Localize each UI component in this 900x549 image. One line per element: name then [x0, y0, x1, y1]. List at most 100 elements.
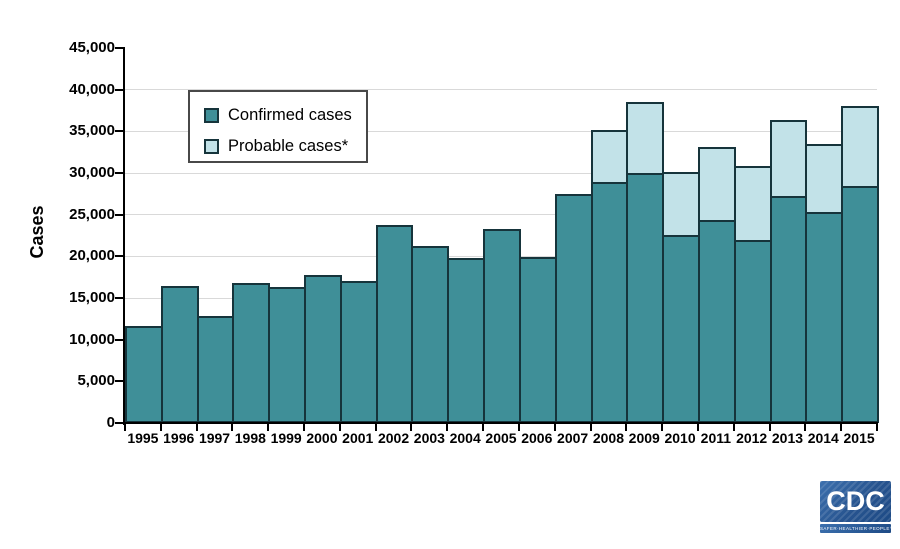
- x-tick-label-1999: 1999: [270, 430, 302, 446]
- x-tick-19: [804, 424, 807, 431]
- legend-label-1: Probable cases*: [228, 137, 349, 155]
- x-tick-label-1996: 1996: [163, 430, 195, 446]
- bar-2015-confirmed: [841, 185, 879, 423]
- legend-swatch-1: [204, 139, 219, 154]
- x-tick-15: [661, 424, 664, 431]
- bar-1998-confirmed: [232, 282, 271, 423]
- bar-2001-confirmed: [339, 281, 378, 423]
- x-tick-18: [768, 424, 771, 431]
- bar-2007-confirmed: [554, 194, 593, 423]
- x-tick-14: [625, 424, 628, 431]
- x-tick-6: [338, 424, 341, 431]
- bar-1997-confirmed: [196, 316, 235, 423]
- x-tick-label-2012: 2012: [736, 430, 768, 446]
- bar-2009-probable: [626, 102, 665, 176]
- x-tick-1: [159, 424, 162, 431]
- x-tick-8: [410, 424, 413, 431]
- y-tick-30000: [115, 172, 123, 174]
- bar-2012-confirmed: [733, 239, 772, 423]
- gridline-30000: [125, 172, 877, 174]
- bar-2011-probable: [697, 147, 736, 222]
- x-tick-label-2001: 2001: [342, 430, 374, 446]
- gridline-40000: [125, 89, 877, 91]
- y-tick-15000: [115, 297, 123, 299]
- bar-2005-confirmed: [483, 228, 521, 423]
- legend-label-0: Confirmed cases: [228, 106, 352, 124]
- x-tick-label-2010: 2010: [664, 430, 696, 446]
- x-tick-11: [517, 424, 520, 431]
- x-tick-label-2008: 2008: [592, 430, 624, 446]
- x-tick-label-2000: 2000: [306, 430, 338, 446]
- x-tick-label-2006: 2006: [521, 430, 553, 446]
- x-tick-label-2003: 2003: [413, 430, 445, 446]
- y-tick-10000: [115, 338, 123, 341]
- bar-2014-confirmed: [805, 211, 844, 423]
- x-tick-21: [876, 424, 878, 431]
- x-tick-2: [195, 424, 198, 431]
- y-tick-5000: [115, 380, 123, 383]
- bar-2008-confirmed: [590, 181, 629, 423]
- x-tick-5: [303, 424, 306, 431]
- bar-2010-confirmed: [662, 234, 700, 423]
- y-tick-20000: [115, 255, 123, 258]
- bar-2013-probable: [769, 120, 808, 199]
- bar-1996-confirmed: [160, 285, 199, 423]
- legend: Confirmed cases Probable cases*: [188, 90, 368, 163]
- y-axis-line: [123, 47, 125, 425]
- bar-2003-confirmed: [411, 245, 450, 423]
- cdc-logo-icon: CDC: [820, 481, 891, 522]
- x-tick-13: [589, 424, 592, 431]
- x-tick-16: [696, 424, 699, 431]
- x-tick-label-2013: 2013: [771, 430, 804, 446]
- gridline-25000: [125, 214, 877, 216]
- x-tick-20: [840, 424, 843, 431]
- x-tick-label-2014: 2014: [807, 430, 839, 446]
- y-tick-45000: [115, 47, 123, 49]
- x-tick-label-2009: 2009: [628, 430, 660, 446]
- gridline-35000: [125, 130, 877, 132]
- x-tick-label-2011: 2011: [700, 430, 732, 446]
- bar-2010-probable: [662, 171, 700, 237]
- y-tick-label-40000: 40,000: [69, 80, 115, 98]
- bar-2004-confirmed: [447, 257, 486, 423]
- y-tick-label-10000: 10,000: [69, 330, 115, 348]
- y-tick-label-35000: 35,000: [69, 122, 115, 140]
- y-axis-title: Cases: [27, 205, 47, 259]
- x-tick-7: [374, 424, 377, 431]
- bar-2012-probable: [733, 166, 772, 242]
- cdc-logo: CDC SAFER·HEALTHIER·PEOPLE™: [820, 481, 891, 533]
- x-tick-0: [124, 424, 126, 431]
- bar-2006-confirmed: [518, 256, 557, 423]
- x-axis-line: [123, 422, 878, 424]
- bar-1995-confirmed: [125, 325, 163, 423]
- x-tick-label-2015: 2015: [843, 430, 875, 446]
- cdc-logo-tagline: SAFER·HEALTHIER·PEOPLE™: [820, 524, 891, 533]
- bar-1999-confirmed: [268, 287, 307, 423]
- x-tick-17: [732, 424, 735, 431]
- y-tick-label-25000: 25,000: [69, 205, 115, 223]
- x-tick-4: [267, 424, 270, 431]
- bar-2009-confirmed: [626, 173, 665, 423]
- y-tick-label-0: 0: [106, 414, 115, 431]
- x-tick-label-1995: 1995: [127, 430, 159, 446]
- x-tick-10: [482, 424, 485, 431]
- y-tick-35000: [115, 130, 123, 133]
- y-tick-label-45000: 45,000: [69, 39, 115, 56]
- x-tick-12: [553, 424, 556, 431]
- y-tick-label-15000: 15,000: [69, 289, 115, 306]
- x-tick-3: [231, 424, 234, 431]
- y-tick-25000: [115, 213, 123, 216]
- bar-2011-confirmed: [697, 219, 736, 423]
- x-tick-label-2004: 2004: [449, 430, 481, 446]
- bar-2002-confirmed: [375, 224, 414, 423]
- x-tick-label-2002: 2002: [377, 430, 410, 446]
- bar-2014-probable: [805, 144, 844, 214]
- bar-2000-confirmed: [304, 275, 342, 423]
- y-tick-40000: [115, 88, 123, 91]
- legend-item-0: Confirmed cases: [204, 102, 366, 129]
- x-tick-label-2007: 2007: [557, 430, 589, 446]
- bar-2015-probable: [841, 105, 879, 188]
- y-tick-0: [115, 422, 123, 424]
- x-tick-label-2005: 2005: [485, 430, 517, 446]
